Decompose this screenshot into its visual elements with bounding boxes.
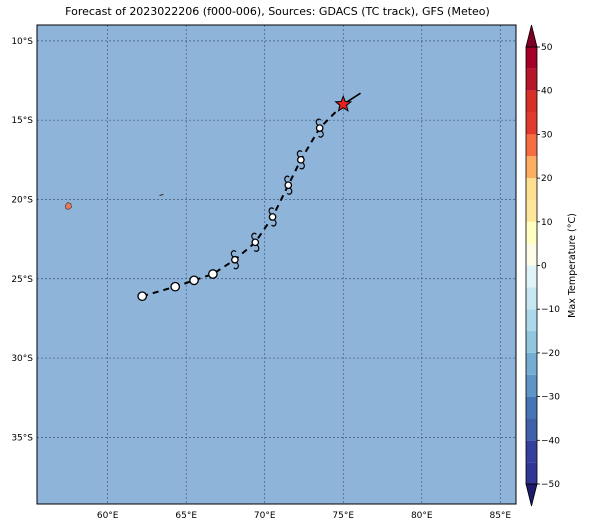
- cyclone-arm-upper: [296, 150, 303, 158]
- colorbar-band: [526, 156, 537, 179]
- colorbar-label: Max Temperature (°C): [567, 213, 578, 318]
- cyclone-center: [315, 124, 324, 132]
- colorbar-band: [526, 265, 537, 288]
- colorbar-band: [526, 396, 537, 419]
- track-line-forecast: [141, 103, 344, 298]
- colorbar-tick-label: 30: [541, 130, 553, 140]
- colorbar-band: [526, 90, 537, 113]
- map-title: Forecast of 2023022206 (f000-006), Sourc…: [65, 5, 490, 18]
- lon-tick-label: 80°E: [411, 511, 433, 521]
- lat-tick-label: 10°S: [11, 37, 33, 47]
- cyclone-arm-upper: [284, 175, 290, 183]
- colorbar-band: [526, 418, 537, 441]
- colorbar-band: [526, 440, 537, 463]
- colorbar-band: [526, 374, 537, 397]
- colorbar-band: [526, 243, 537, 266]
- colorbar-tick-label: −50: [541, 480, 560, 490]
- colorbar-band: [526, 352, 537, 375]
- islet-rodrigues: [159, 193, 164, 196]
- cyclone-marker: [296, 150, 305, 170]
- cyclone-marker: [315, 118, 324, 138]
- colorbar-extend-high: [525, 24, 538, 48]
- colorbar-band: [526, 134, 537, 157]
- lat-tick-label: 15°S: [11, 116, 33, 126]
- cyclone-arm-upper: [315, 118, 322, 126]
- colorbar-band: [526, 221, 537, 244]
- colorbar-band: [526, 287, 537, 310]
- track-point-marker: [170, 281, 181, 292]
- colorbar-tick-label: −30: [541, 393, 560, 403]
- lat-tick-label: 30°S: [11, 354, 33, 364]
- cyclone-arm-lower: [271, 219, 277, 227]
- cyclone-arm-upper: [268, 207, 275, 215]
- colorbar-band: [526, 462, 537, 484]
- current-position-star: [334, 94, 353, 112]
- colorbar-band: [526, 199, 537, 222]
- cyclone-marker: [230, 250, 239, 270]
- lon-tick-label: 75°E: [332, 511, 354, 521]
- cyclone-arm-upper: [230, 250, 237, 258]
- lon-tick-label: 70°E: [254, 511, 276, 521]
- lon-tick-label: 60°E: [97, 511, 119, 521]
- cyclone-arm-lower: [299, 162, 305, 170]
- cyclone-arm-lower: [233, 262, 239, 270]
- cyclone-center: [296, 155, 305, 164]
- colorbar-band: [526, 331, 537, 353]
- cyclone-arm-lower: [286, 187, 293, 195]
- track-point-marker: [189, 275, 199, 286]
- lat-tick-label: 35°S: [11, 433, 33, 443]
- colorbar-band: [526, 309, 537, 332]
- cyclone-marker: [251, 232, 260, 252]
- colorbar-tick-label: 0: [541, 262, 547, 272]
- colorbar-tick-label: 10: [541, 218, 553, 228]
- colorbar-tick-label: 40: [541, 87, 553, 97]
- colorbar-band: [526, 112, 537, 135]
- colorbar-band: [526, 47, 537, 69]
- colorbar-tick-label: 50: [541, 43, 553, 53]
- colorbar-tick-label: −40: [541, 436, 560, 446]
- lon-tick-label: 65°E: [175, 511, 197, 521]
- colorbar-band: [526, 178, 537, 200]
- island-reunion: [65, 201, 72, 210]
- cyclone-arm-lower: [253, 244, 260, 252]
- colorbar: 50 40 30 20 10 0 −10 −20 −30 −40 −50 Max Temperatur…: [525, 24, 578, 507]
- cyclone-center: [231, 255, 239, 264]
- cyclone-arm-lower: [318, 130, 324, 138]
- map-frame: [36, 24, 517, 505]
- cyclone-marker: [284, 175, 293, 195]
- colorbar-extend-low: [525, 483, 538, 507]
- map-plot-area[interactable]: [36, 24, 517, 505]
- track-point-marker: [137, 291, 148, 302]
- colorbar-tick-label: −20: [541, 349, 560, 359]
- lat-tick-label: 25°S: [11, 275, 33, 285]
- track-point-marker: [208, 269, 218, 279]
- lon-tick-label: 85°E: [489, 511, 511, 521]
- cyclone-center: [284, 181, 293, 190]
- ocean-background: [37, 25, 516, 504]
- colorbar-band: [526, 68, 537, 91]
- cyclone-center: [268, 213, 277, 221]
- cyclone-arm-upper: [251, 232, 257, 240]
- colorbar-tick-label: 20: [541, 174, 553, 184]
- cyclone-center: [251, 238, 260, 247]
- cyclone-marker: [268, 207, 277, 227]
- map-axis-labels: 60°E 65°E 70°E 75°E 80°E 85°E 10°S 15°S 20°S 25°S…: [11, 37, 511, 521]
- colorbar-tick-label: −10: [541, 305, 560, 315]
- lat-tick-label: 20°S: [11, 195, 33, 205]
